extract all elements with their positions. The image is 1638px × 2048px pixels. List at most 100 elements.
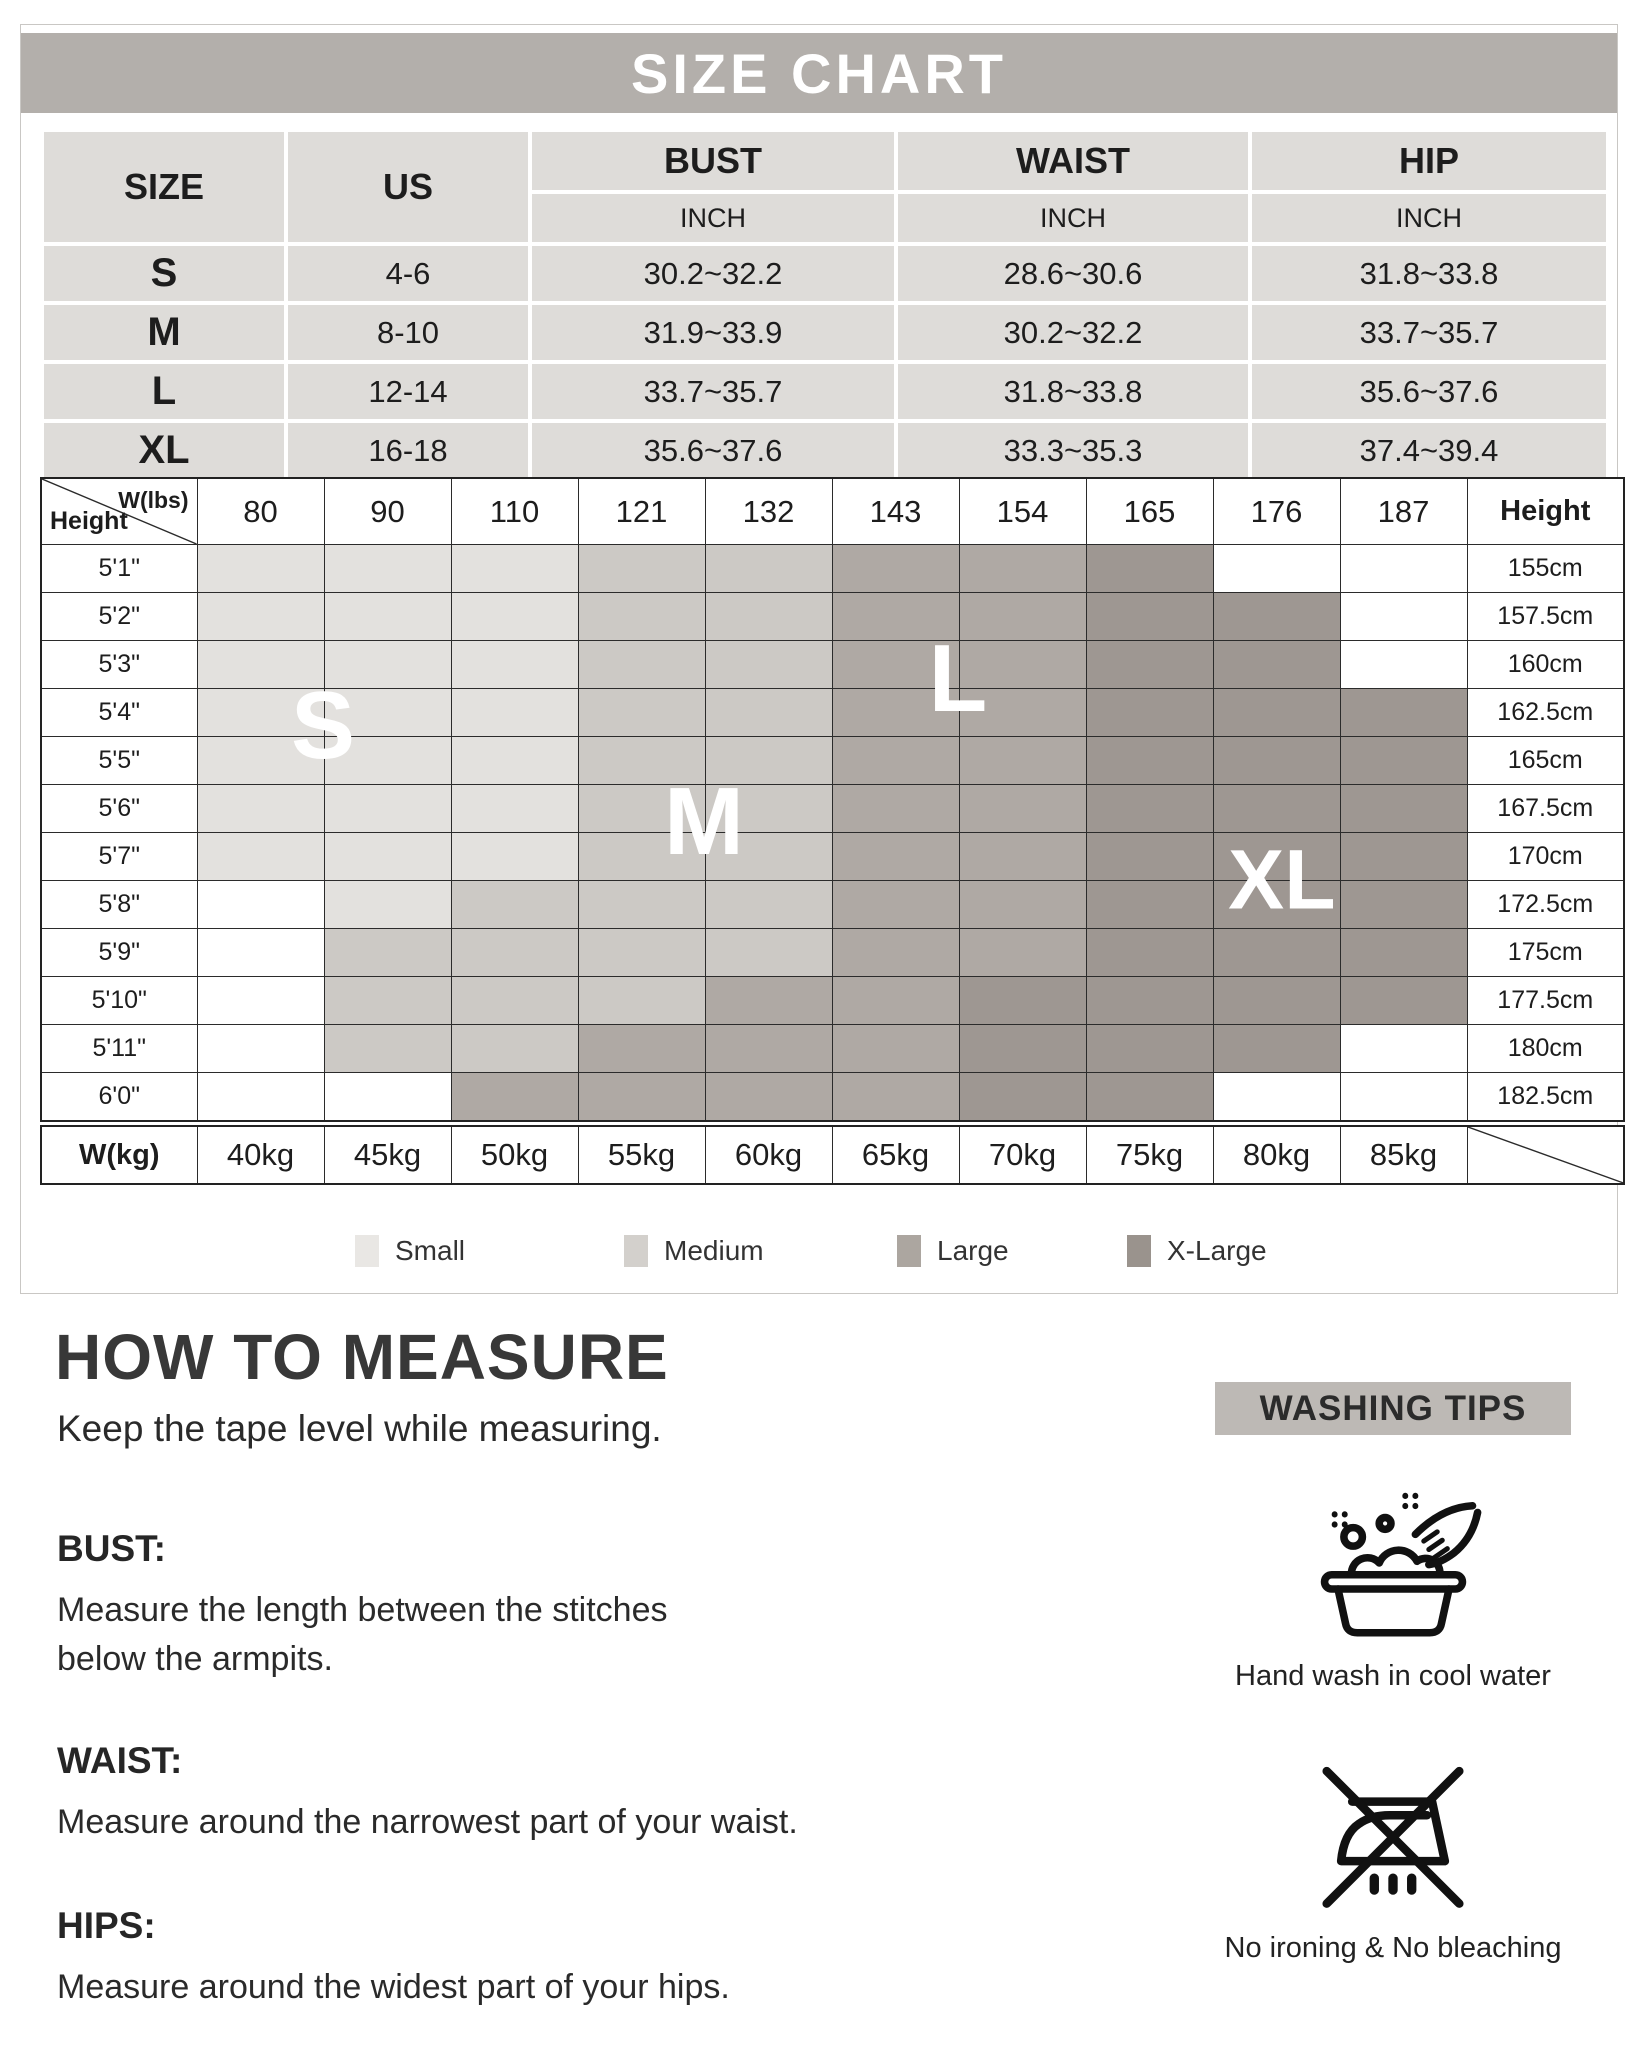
legend-item-Large: Large: [897, 1235, 1009, 1267]
size-cell-X: [1212, 784, 1341, 833]
size-cell-S: [323, 640, 452, 689]
bust-section-text: Measure the length between the stitches …: [57, 1591, 668, 1679]
size-cell-L: [831, 688, 960, 737]
size-cell-empty: [1339, 1072, 1468, 1122]
size-cell-M: [323, 928, 452, 977]
size-cell-M: [577, 592, 706, 641]
height-cm-label: 167.5cm: [1466, 784, 1625, 833]
grid-row-157.5cm: 5'2" 157.5cm: [40, 592, 1625, 641]
size-cell-L: [577, 1072, 706, 1122]
size-cell-X: [958, 1024, 1087, 1073]
size-cell-M: [577, 640, 706, 689]
size-table-row-XL: XL 16-18 35.6~37.6 33.3~35.3 37.4~39.4: [44, 423, 1606, 478]
size-cell-S: [323, 784, 452, 833]
size-cell-X: [1085, 1024, 1214, 1073]
height-ft-label: 5'7": [40, 832, 198, 881]
weight-kg-value: 75kg: [1085, 1125, 1214, 1185]
size-cell-L: [831, 880, 960, 929]
weight-lbs-header: 80: [196, 477, 325, 545]
grid-lbs-label: W(lbs): [118, 487, 189, 513]
size-cell-L: [577, 1024, 706, 1073]
size-cell-L: [958, 640, 1087, 689]
height-cm-label: 170cm: [1466, 832, 1625, 881]
size-cell-S: [323, 688, 452, 737]
grid-row-162.5cm: 5'4" 162.5cm: [40, 688, 1625, 737]
size-chart-panel: SIZE CHART SIZE US BUST WAIST HIP INCH I…: [20, 24, 1625, 1294]
size-cell-L: [704, 1024, 833, 1073]
size-cell-S: [196, 544, 325, 593]
size-cell-M: [450, 880, 579, 929]
no-iron-caption: No ironing & No bleaching: [1224, 1932, 1562, 1964]
legend-item-Small: Small: [355, 1235, 465, 1267]
legend-swatch: [897, 1235, 921, 1267]
size-cell-M: [704, 592, 833, 641]
grid-height-label: Height: [50, 507, 128, 535]
size-cell-M: [704, 544, 833, 593]
size-cell-M: [450, 1024, 579, 1073]
waist-unit: INCH: [898, 194, 1248, 242]
size-cell-X: [1085, 928, 1214, 977]
size-cell: M: [44, 305, 284, 360]
size-table-row-M: M 8-10 31.9~33.9 30.2~32.2 33.7~35.7: [44, 305, 1606, 360]
size-cell-S: [450, 688, 579, 737]
bust-cell: 35.6~37.6: [532, 423, 894, 478]
size-cell-X: [1339, 928, 1468, 977]
size-cell-X: [1339, 832, 1468, 881]
legend-swatch: [1127, 1235, 1151, 1267]
legend-label: X-Large: [1167, 1235, 1267, 1266]
size-cell-S: [450, 592, 579, 641]
how-to-measure-title: HOW TO MEASURE: [55, 1321, 669, 1393]
weight-kg-value: 40kg: [196, 1125, 325, 1185]
weight-lbs-header: 90: [323, 477, 452, 545]
size-cell-empty: [196, 1024, 325, 1073]
size-cell-X: [1212, 592, 1341, 641]
weight-lbs-header: 154: [958, 477, 1087, 545]
size-cell-empty: [196, 1072, 325, 1122]
height-weight-table: W(lbs) Height 80 90 110 121 132 143 154 165 176 1…: [40, 477, 1625, 1122]
height-ft-label: 5'8": [40, 880, 198, 929]
height-ft-label: 5'2": [40, 592, 198, 641]
size-cell-L: [704, 1072, 833, 1122]
size-cell-L: [958, 736, 1087, 785]
size-chart-title: SIZE CHART: [631, 41, 1007, 105]
size-cell-L: [958, 688, 1087, 737]
hip-cell: 33.7~35.7: [1252, 305, 1606, 360]
size-cell-L: [958, 928, 1087, 977]
size-cell-S: [323, 544, 452, 593]
size-cell-M: [704, 736, 833, 785]
weight-kg-value: 55kg: [577, 1125, 706, 1185]
grid-row-167.5cm: 5'6" 167.5cm: [40, 784, 1625, 833]
bust-cell: 30.2~32.2: [532, 246, 894, 301]
size-cell-L: [704, 976, 833, 1025]
grid-row-170cm: 5'7" 170cm: [40, 832, 1625, 881]
weight-kg-value: 70kg: [958, 1125, 1087, 1185]
size-table-header-us: US: [288, 132, 528, 242]
weight-lbs-header: 165: [1085, 477, 1214, 545]
kg-row: W(kg) 40kg 45kg 50kg 55kg 60kg 65kg 70kg 75kg 80k…: [40, 1125, 1625, 1185]
weight-kg-value: 45kg: [323, 1125, 452, 1185]
size-cell-S: [450, 640, 579, 689]
size-cell-M: [577, 928, 706, 977]
height-cm-label: 180cm: [1466, 1024, 1625, 1073]
size-cell-X: [1339, 880, 1468, 929]
size-cell-S: [196, 640, 325, 689]
size-cell-L: [450, 1072, 579, 1122]
weight-kg-value: 80kg: [1212, 1125, 1341, 1185]
size-cell-X: [1085, 880, 1214, 929]
waist-section-label: WAIST:: [57, 1740, 183, 1781]
size-cell-M: [704, 784, 833, 833]
height-cm-label: 172.5cm: [1466, 880, 1625, 929]
size-cell-S: [450, 832, 579, 881]
weight-lbs-header: 132: [704, 477, 833, 545]
size-cell-X: [1085, 832, 1214, 881]
us-cell: 12-14: [288, 364, 528, 419]
size-cell-M: [577, 688, 706, 737]
size-cell-X: [1212, 736, 1341, 785]
weight-lbs-header: 110: [450, 477, 579, 545]
size-cell-X: [1085, 640, 1214, 689]
size-cell-X: [1339, 736, 1468, 785]
size-cell-empty: [1339, 640, 1468, 689]
size-table-row-L: L 12-14 33.7~35.7 31.8~33.8 35.6~37.6: [44, 364, 1606, 419]
size-cell-S: [323, 736, 452, 785]
